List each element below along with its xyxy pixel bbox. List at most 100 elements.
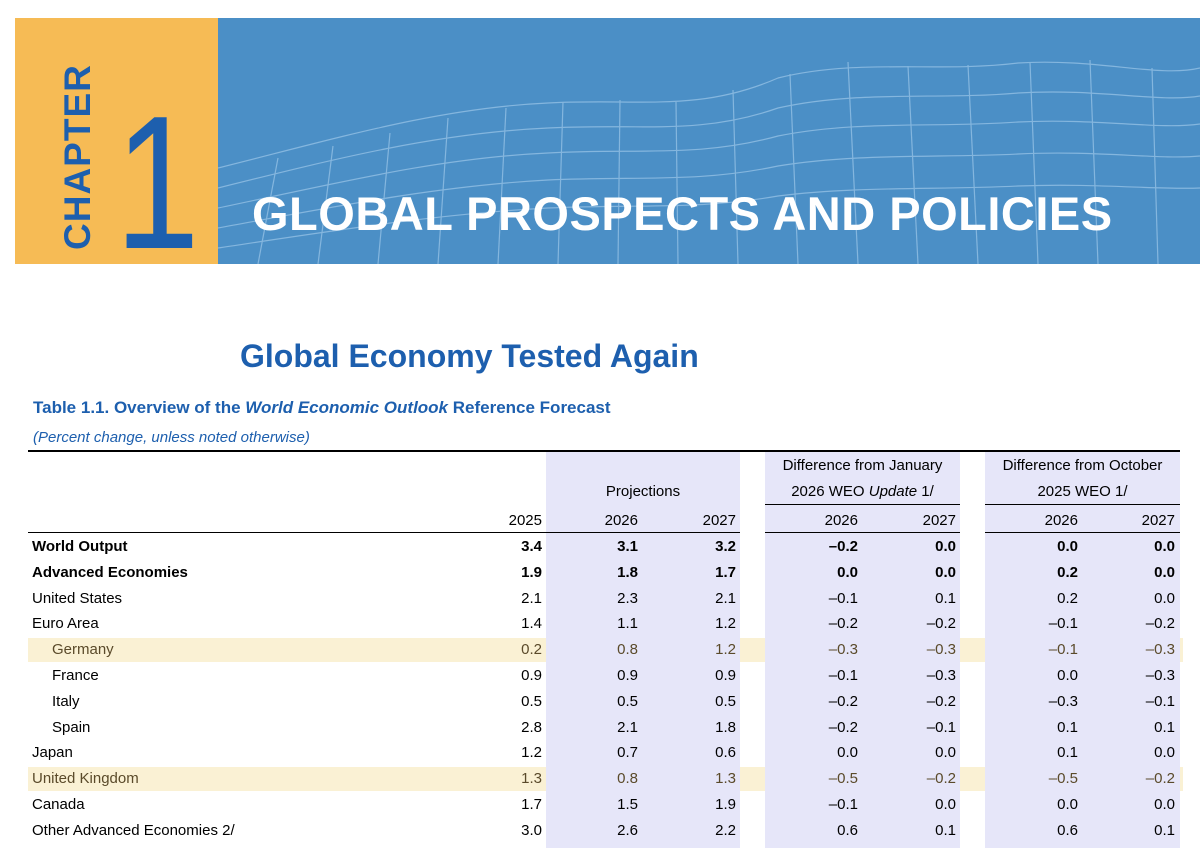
table-cell: 0.6 xyxy=(837,822,858,839)
table-cell: 0.0 xyxy=(935,538,956,555)
jan-line2-a: 2026 WEO xyxy=(791,483,869,500)
table-cell: –0.3 xyxy=(926,667,956,684)
table-cell: –0.2 xyxy=(828,615,858,632)
table-cell: –0.1 xyxy=(828,667,858,684)
table-cell: 0.0 xyxy=(1154,744,1175,761)
table-cell: 2.1 xyxy=(715,590,736,607)
row-label: Spain xyxy=(52,719,91,736)
projections-header: Projections xyxy=(605,483,681,500)
row-label: Euro Area xyxy=(32,615,99,632)
jan-diff-header-line2: 2026 WEO Update 1/ xyxy=(765,483,960,501)
table-cell: 3.0 xyxy=(521,822,542,839)
row-label: Canada xyxy=(32,796,85,813)
table-title-suffix: Reference Forecast xyxy=(448,398,611,417)
col-header-jan-2027: 2027 xyxy=(922,512,956,529)
table-cell: 2.3 xyxy=(617,590,638,607)
projections-column-shade xyxy=(546,452,740,848)
table-cell: 1.2 xyxy=(715,615,736,632)
col-header-2025: 2025 xyxy=(508,512,542,529)
table-cell: 0.0 xyxy=(1057,796,1078,813)
jan-line2-italic: Update xyxy=(868,483,918,500)
table-cell: –0.1 xyxy=(1145,693,1175,710)
table-cell: –0.1 xyxy=(1048,641,1078,658)
table-subtitle: (Percent change, unless noted otherwise) xyxy=(33,429,310,446)
table-cell: 0.1 xyxy=(1154,822,1175,839)
jan-diff-column-shade xyxy=(765,452,960,848)
table-cell: 3.4 xyxy=(521,538,542,555)
oct-diff-column-shade xyxy=(985,452,1180,848)
table-cell: 1.3 xyxy=(715,770,736,787)
table-cell: 0.0 xyxy=(837,564,858,581)
table-cell: –0.3 xyxy=(926,641,956,658)
table-cell: 3.2 xyxy=(715,538,736,555)
table-cell: 0.0 xyxy=(935,564,956,581)
table-cell: 0.2 xyxy=(521,641,542,658)
table-cell: 0.2 xyxy=(1057,590,1078,607)
table-cell: 1.2 xyxy=(521,744,542,761)
table-cell: 0.8 xyxy=(617,770,638,787)
table-cell: –0.2 xyxy=(828,693,858,710)
row-label: Other Advanced Economies 2/ xyxy=(32,822,235,839)
table-cell: 0.7 xyxy=(617,744,638,761)
col-header-jan-2026: 2026 xyxy=(824,512,858,529)
row-label: Italy xyxy=(52,693,80,710)
table-cell: 3.1 xyxy=(617,538,638,555)
table-cell: –0.3 xyxy=(1145,641,1175,658)
col-header-oct-2027: 2027 xyxy=(1141,512,1175,529)
table-cell: –0.1 xyxy=(926,719,956,736)
table-cell: 1.8 xyxy=(715,719,736,736)
table-cell: 2.6 xyxy=(617,822,638,839)
chapter-number: 1 xyxy=(115,77,200,289)
row-label: France xyxy=(52,667,99,684)
table-top-rule xyxy=(28,450,1180,452)
table-cell: 0.1 xyxy=(935,590,956,607)
table-cell: –0.2 xyxy=(828,538,858,555)
table-cell: –0.5 xyxy=(828,770,858,787)
row-label: Advanced Economies xyxy=(32,564,188,581)
jan-line2-b: 1/ xyxy=(917,483,934,500)
col-header-oct-2026: 2026 xyxy=(1044,512,1078,529)
table-cell: 2.2 xyxy=(715,822,736,839)
table-cell: 0.8 xyxy=(617,641,638,658)
jan-diff-header-line1: Difference from January xyxy=(782,457,943,474)
table-cell: –0.1 xyxy=(828,590,858,607)
table-cell: –0.2 xyxy=(926,615,956,632)
col-header-proj-2026: 2026 xyxy=(604,512,638,529)
chapter-title: GLOBAL PROSPECTS AND POLICIES xyxy=(252,187,1113,240)
oct-group-underline xyxy=(985,504,1180,505)
table-title-italic: World Economic Outlook xyxy=(245,398,449,417)
table-cell: 0.5 xyxy=(521,693,542,710)
table-cell: 0.5 xyxy=(617,693,638,710)
oct-diff-header-line2: 2025 WEO 1/ xyxy=(1037,483,1128,500)
table-cell: 0.9 xyxy=(521,667,542,684)
chapter-label-box: CHAPTER 1 xyxy=(15,18,218,278)
table-cell: –0.3 xyxy=(1145,667,1175,684)
table-cell: –0.1 xyxy=(828,796,858,813)
table-cell: –0.1 xyxy=(1048,615,1078,632)
oct-diff-header-line1: Difference from October xyxy=(1002,457,1163,474)
table-cell: –0.2 xyxy=(1145,770,1175,787)
table-cell: 1.9 xyxy=(715,796,736,813)
table-cell: 0.1 xyxy=(1057,744,1078,761)
table-cell: 0.0 xyxy=(935,796,956,813)
table-cell: 0.1 xyxy=(935,822,956,839)
table-title-prefix: Table 1.1. Overview of the xyxy=(33,398,246,417)
table-cell: 0.0 xyxy=(1154,796,1175,813)
table-cell: 0.2 xyxy=(1057,564,1078,581)
table-cell: 0.0 xyxy=(1154,538,1175,555)
table-cell: 1.4 xyxy=(521,615,542,632)
row-label: Germany xyxy=(52,641,114,658)
section-title: Global Economy Tested Again xyxy=(240,338,699,374)
wireframe-terrain-graphic xyxy=(218,59,1200,264)
table-cell: –0.5 xyxy=(1048,770,1078,787)
table-cell: 0.9 xyxy=(617,667,638,684)
header-rule-jan xyxy=(765,532,960,533)
table-title: Table 1.1. Overview of the World Economi… xyxy=(33,398,611,418)
row-label: United States xyxy=(32,590,123,607)
col-header-proj-2027: 2027 xyxy=(702,512,736,529)
row-label: United Kingdom xyxy=(32,770,139,787)
row-label: Japan xyxy=(32,744,73,761)
table-cell: 1.2 xyxy=(715,641,736,658)
table-cell: 0.1 xyxy=(1154,719,1175,736)
